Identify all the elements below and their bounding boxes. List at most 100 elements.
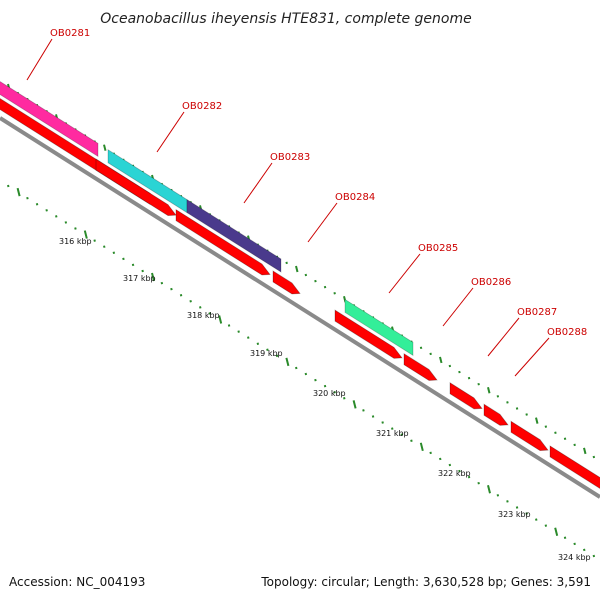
kbp-label: 322 kbp [438,469,471,478]
accession-text: Accession: NC_004193 [9,575,145,589]
inner-tick-ring [7,184,596,558]
kbp-label: 321 kbp [376,429,409,438]
inner-tick-mark [285,357,290,367]
inner-tick-mark [218,315,223,324]
outer-tick-mark [554,431,557,434]
outer-tick-mark [496,395,500,398]
inner-tick-mark [535,518,538,521]
gene-band-ob0285 [344,298,414,357]
inner-tick-mark [314,378,317,382]
inner-tick-mark [227,324,231,327]
gene-leader-line [442,287,474,327]
outer-tick-mark [103,144,107,151]
inner-tick-mark [16,187,21,197]
inner-tick-mark [362,409,365,412]
gene-leader-line [487,317,520,357]
inner-tick-mark [304,372,308,376]
inner-tick-mark [151,272,155,282]
gene-label: OB0286 [471,277,511,288]
cds-arrow [483,403,509,426]
inner-tick-mark [515,506,519,509]
gene-leader-line [514,337,550,377]
inner-tick-mark [323,384,327,388]
kbp-label: 323 kbp [498,510,531,519]
inner-tick-mark [170,287,173,291]
outer-tick-mark [429,352,432,356]
gene-label-layer: OB0281 OB0282 OB0283 OB0284 OB0285 OB0286 OB02… [26,28,587,377]
gene-band-ob0281 [0,81,99,158]
outer-tick-mark [515,407,519,410]
gene-label: OB0283 [270,152,310,163]
inner-tick-mark [371,415,375,418]
outer-tick-mark [583,447,587,455]
inner-tick-mark [448,463,452,467]
inner-tick-mark [26,196,29,200]
inner-tick-mark [429,451,432,455]
outer-tick-mark [525,413,528,416]
inner-tick-mark [477,481,480,485]
inner-tick-mark [400,433,404,436]
gene-leader-line [307,202,338,243]
gene-label: OB0284 [335,192,375,203]
kbp-label: 324 kbp [558,553,591,562]
inner-tick-mark [275,354,279,358]
gene-label: OB0281 [50,28,90,39]
inner-tick-mark [343,397,346,400]
kbp-label: 316 kbp [59,237,92,246]
outer-tick-mark [304,273,308,277]
cds-arrow [510,420,549,452]
inner-tick-mark [160,281,164,285]
cds-arrow [449,382,483,410]
feature-track [0,81,600,489]
outer-tick-mark [563,437,567,441]
cds-arrow [272,270,301,295]
outer-tick-mark [477,382,480,386]
inner-tick-mark [74,227,77,230]
inner-tick-mark [525,512,528,515]
inner-tick-mark [333,390,336,394]
inner-tick-mark [237,330,240,333]
inner-tick-mark [247,336,250,339]
kbp-label-layer: 316 kbp 317 kbp 318 kbp 319 kbp 320 kbp 321 k… [59,237,591,562]
inner-tick-mark [93,239,96,242]
inner-tick-mark [583,548,586,552]
inner-tick-mark [199,306,202,309]
gene-leader-line [388,253,421,294]
inner-tick-mark [487,485,491,494]
inner-tick-mark [131,263,135,267]
cds-arrow [549,445,600,489]
inner-tick-mark [179,293,183,297]
inner-tick-mark [122,257,125,261]
kbp-label: 318 kbp [187,311,220,320]
inner-tick-mark [496,494,500,497]
inner-tick-mark [352,400,357,409]
inner-tick-mark [141,269,144,273]
outer-tick-mark [592,455,596,459]
gene-label: OB0287 [517,307,557,318]
inner-tick-mark [189,300,192,303]
outer-tick-mark [458,370,461,374]
inner-tick-mark [391,427,394,430]
outer-tick-mark [295,265,299,273]
gene-leader-line [26,38,53,81]
inner-tick-mark [592,554,596,558]
gene-label: OB0288 [547,327,587,338]
gene-band-ob0283 [186,198,282,273]
inner-tick-mark [103,245,106,248]
outer-tick-mark [285,261,288,265]
gene-label: OB0285 [418,243,458,254]
outer-tick-mark [333,291,336,295]
cds-arrow [403,352,438,381]
gene-label: OB0282 [182,101,222,112]
outer-tick-mark [573,443,576,447]
inner-tick-mark [7,184,10,188]
inner-tick-mark [410,439,413,442]
inner-tick-mark [295,366,298,370]
inner-tick-mark [506,500,509,503]
inner-tick-mark [55,215,58,218]
inner-tick-mark [35,203,39,206]
cds-arrow [95,158,177,217]
cds-arrow [175,208,271,276]
inner-tick-mark [419,442,424,452]
